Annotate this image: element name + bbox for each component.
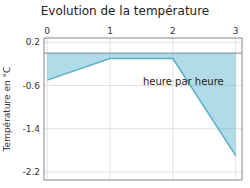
zero-line — [44, 53, 242, 54]
chart-container: 0.2 -0.6 -1.4 -2.2 0 1 2 3 Evolution de la tempé… — [0, 0, 250, 188]
grid-line-y — [44, 42, 242, 43]
y-axis-label: Température en °C — [2, 67, 12, 153]
y-tick-label: 0.2 — [26, 37, 40, 47]
grid-line-y — [44, 171, 242, 172]
grid — [44, 38, 242, 180]
line — [47, 59, 236, 156]
area — [47, 53, 236, 156]
x-tick-label: 3 — [233, 26, 239, 36]
x-tick-label: 2 — [170, 26, 176, 36]
y-tick-label: -0.6 — [22, 81, 40, 91]
data-group — [44, 53, 242, 156]
grid-line-y — [44, 128, 242, 129]
chart-svg: 0.2 -0.6 -1.4 -2.2 0 1 2 3 Evolution de la tempé… — [0, 0, 250, 188]
y-tick-label: -1.4 — [22, 124, 40, 134]
title: Evolution de la température — [41, 4, 210, 18]
x-tick-label: 1 — [107, 26, 113, 36]
annotation: heure par heure — [143, 76, 224, 87]
plot-frame — [44, 38, 242, 180]
plot-background — [44, 38, 242, 180]
y-tick-label: -2.2 — [22, 167, 40, 177]
x-tick-label: 0 — [44, 26, 50, 36]
